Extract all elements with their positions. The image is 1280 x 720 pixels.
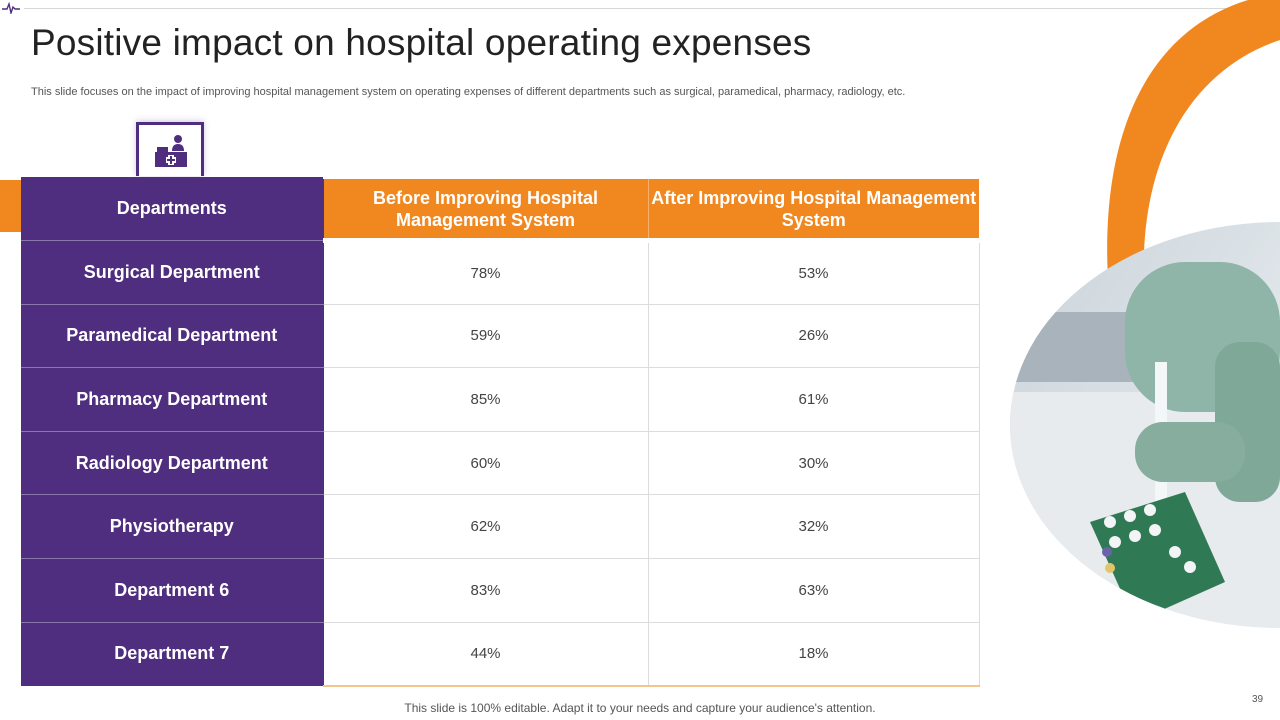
page-subtitle: This slide focuses on the impact of impr…: [31, 86, 906, 98]
after-value-cell: 30%: [647, 431, 980, 496]
department-cell: Radiology Department: [21, 431, 324, 496]
after-value-cell: 26%: [647, 304, 980, 369]
after-value-cell: 61%: [647, 367, 980, 432]
top-rule: [24, 8, 1280, 9]
before-value-cell: 83%: [322, 558, 648, 623]
department-cell: Department 6: [21, 558, 324, 623]
before-value-cell: 85%: [322, 367, 648, 432]
table-row: Pharmacy Department 85% 61%: [21, 367, 980, 432]
before-value-cell: 62%: [322, 494, 648, 559]
table-row: Radiology Department 60% 30%: [21, 431, 980, 496]
orange-arc-decoration: [1107, 0, 1280, 280]
before-value-cell: 59%: [322, 304, 648, 369]
header-after: After Improving Hospital Management Syst…: [647, 174, 979, 243]
reception-desk-icon: [155, 135, 187, 167]
after-value-cell: 32%: [647, 494, 980, 559]
after-value-cell: 18%: [647, 622, 980, 687]
footer-note: This slide is 100% editable. Adapt it to…: [404, 701, 876, 715]
header-before: Before Improving Hospital Management Sys…: [322, 174, 648, 243]
pulse-line-icon: [2, 2, 20, 14]
table-row: Physiotherapy 62% 32%: [21, 494, 980, 559]
table-header-row: Departments Before Improving Hospital Ma…: [21, 174, 979, 243]
page-title: Positive impact on hospital operating ex…: [31, 22, 812, 63]
page-number: 39: [1252, 694, 1264, 705]
table-row: Department 7 44% 18%: [21, 622, 980, 687]
expenses-table: Departments Before Improving Hospital Ma…: [21, 174, 980, 687]
reception-desk-badge: [136, 122, 204, 176]
table-row: Department 6 83% 63%: [21, 558, 980, 623]
department-cell: Department 7: [21, 622, 324, 687]
department-cell: Surgical Department: [21, 240, 324, 305]
orange-accent-strip: [0, 180, 22, 232]
after-value-cell: 53%: [647, 240, 980, 305]
header-departments: Departments: [21, 176, 324, 241]
after-value-cell: 63%: [647, 558, 980, 623]
lab-pipette-photo: [1010, 222, 1280, 628]
table-row: Paramedical Department 59% 26%: [21, 304, 980, 369]
before-value-cell: 60%: [322, 431, 648, 496]
before-value-cell: 44%: [322, 622, 648, 687]
department-cell: Pharmacy Department: [21, 367, 324, 432]
table-row: Surgical Department 78% 53%: [21, 240, 980, 305]
department-cell: Paramedical Department: [21, 304, 324, 369]
department-cell: Physiotherapy: [21, 494, 324, 559]
before-value-cell: 78%: [322, 240, 648, 305]
